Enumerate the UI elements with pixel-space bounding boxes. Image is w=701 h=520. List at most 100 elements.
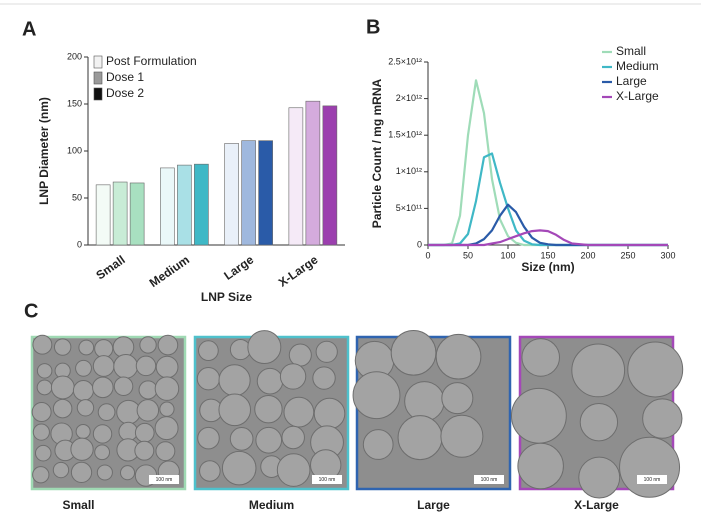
particle — [135, 355, 157, 377]
bar — [112, 181, 128, 246]
particle — [154, 416, 179, 441]
particle — [390, 329, 437, 376]
particle — [404, 381, 445, 422]
x-tick-label: 250 — [620, 250, 635, 260]
y-tick-label: 200 — [67, 51, 82, 61]
y-tick-label: 2.5×10¹² — [388, 56, 422, 66]
particle — [92, 376, 114, 399]
particle — [254, 395, 283, 424]
series-line — [428, 229, 668, 247]
x-tick-label: 200 — [580, 250, 595, 260]
particle — [76, 399, 95, 417]
y-tick-label: 1×10¹² — [396, 166, 422, 176]
particle — [313, 397, 346, 430]
particle — [256, 367, 284, 395]
particle — [32, 423, 50, 441]
legend-swatch — [93, 87, 103, 101]
particle — [134, 440, 155, 461]
particle — [276, 453, 311, 487]
particle — [155, 355, 179, 379]
particle — [218, 364, 251, 397]
bar — [241, 140, 256, 246]
y-tick-label: 150 — [67, 98, 82, 108]
particle — [72, 380, 94, 402]
y-tick-label: 0 — [77, 239, 82, 249]
particle — [229, 338, 252, 361]
micrographs: 100 nm Small 100 nm Medium 100 nm Large 100 nm… — [30, 329, 684, 512]
x-tick-label: Small — [93, 253, 127, 283]
particle — [96, 464, 113, 481]
series-line — [428, 79, 668, 247]
scale-bar-label: 100 nm — [481, 477, 498, 483]
particle — [642, 398, 683, 439]
image-label: Large — [417, 498, 450, 512]
y-tick-label: 100 — [67, 145, 82, 155]
legend-label: Large — [616, 74, 647, 88]
scale-bar-label: 100 nm — [156, 477, 173, 483]
bar — [177, 164, 192, 246]
particle — [159, 401, 175, 417]
particle — [218, 393, 252, 427]
particle — [75, 423, 91, 440]
particle — [521, 338, 561, 377]
x-axis-title: Size (nm) — [521, 260, 574, 274]
particle — [78, 339, 95, 356]
particle — [157, 334, 179, 356]
particle — [199, 460, 221, 482]
y-axis-title: LNP Diameter (nm) — [37, 97, 51, 205]
particle — [36, 363, 53, 379]
legend-label: Dose 1 — [106, 70, 144, 84]
particle — [136, 399, 160, 422]
particle — [94, 444, 111, 461]
legend-swatch — [93, 55, 103, 69]
particle — [352, 371, 401, 420]
particle — [155, 441, 176, 462]
particle — [97, 403, 116, 422]
particle — [619, 436, 681, 498]
particle — [229, 427, 254, 451]
particle — [113, 376, 134, 397]
legend-label: Medium — [616, 59, 659, 73]
bar — [129, 182, 145, 246]
particle — [134, 422, 155, 443]
particle — [70, 437, 94, 461]
legend-swatch — [93, 71, 103, 85]
bar — [160, 167, 175, 246]
x-tick-label: 100 — [500, 250, 515, 260]
particle — [118, 421, 139, 442]
particle — [32, 466, 50, 484]
bar — [288, 107, 304, 246]
particle — [283, 396, 315, 428]
legend-label: Post Formulation — [106, 54, 197, 68]
particle — [315, 340, 338, 363]
bar — [258, 140, 273, 246]
x-tick-label: Medium — [147, 253, 192, 290]
x-tick-label: 300 — [660, 250, 675, 260]
particle — [92, 355, 115, 377]
x-tick-label: X-Large — [276, 252, 321, 289]
particle — [34, 444, 52, 462]
particle — [579, 402, 619, 442]
image-label: Medium — [249, 498, 294, 512]
particle — [288, 343, 312, 367]
x-tick-label: Large — [221, 252, 256, 282]
particle — [578, 456, 621, 499]
particle — [362, 429, 394, 460]
particle — [196, 366, 221, 391]
particle — [36, 379, 53, 396]
particle — [113, 353, 139, 379]
scale-bar-box — [149, 475, 179, 484]
x-tick-label: 50 — [463, 250, 473, 260]
panel-letter: B — [366, 16, 380, 38]
bar — [224, 143, 239, 246]
particle — [440, 414, 484, 458]
particle — [139, 336, 157, 354]
y-axis-title: Particle Count / mg mRNA — [370, 78, 384, 228]
legend-label: X-Large — [616, 89, 659, 103]
particle — [31, 402, 52, 423]
particle — [397, 415, 443, 461]
particle — [52, 398, 73, 419]
particle — [32, 334, 53, 355]
particle — [279, 363, 307, 390]
